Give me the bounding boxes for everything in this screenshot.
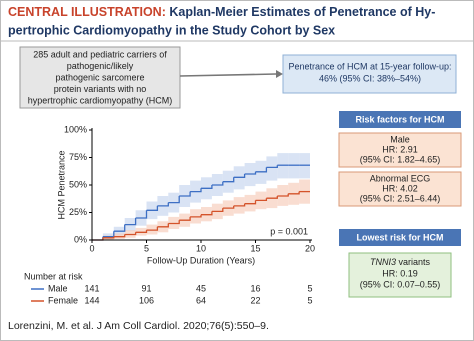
km-step [157, 223, 169, 228]
cohort-text: 285 adult and pediatric carriers of [33, 49, 167, 59]
km-step [288, 191, 300, 195]
risk-box [338, 171, 462, 207]
at-risk-value: 64 [196, 295, 206, 305]
y-axis-title: HCM Penetrance [56, 150, 66, 219]
at-risk-value: 144 [84, 295, 99, 305]
km-step [266, 196, 278, 199]
lowest-header [339, 229, 461, 246]
lowest-hr: HR: 0.19 [382, 268, 418, 278]
x-tick-label: 15 [250, 243, 260, 253]
at-risk-value: 91 [141, 283, 151, 293]
cohort-text: pathogenic sarcomere [55, 72, 144, 82]
km-step [255, 198, 268, 202]
ci-band [266, 156, 278, 181]
citation: Lorenzini, M. et al. J Am Coll Cardiol. … [8, 320, 269, 332]
arrow [179, 73, 277, 77]
km-step [168, 196, 180, 204]
risk-box [338, 132, 462, 168]
km-step [244, 200, 257, 205]
km-step [168, 220, 180, 225]
x-tick-label: 10 [196, 243, 206, 253]
risk-name: Abnormal ECG [370, 173, 431, 183]
risk-hr: HR: 2.91 [382, 144, 418, 154]
km-step [277, 193, 289, 197]
km-step [190, 188, 202, 193]
header-label: CENTRAL ILLUSTRATION: Kaplan-Meier Estim… [8, 5, 435, 19]
penetrance-box [282, 54, 457, 94]
km-step [113, 234, 126, 238]
cohort-box [19, 46, 181, 109]
km-step [233, 174, 246, 178]
x-tick-label: 0 [89, 243, 94, 253]
km-step [146, 205, 159, 211]
risk-name: Male [390, 134, 410, 144]
y-tick-label: 0% [74, 234, 87, 244]
variant-label: variants [399, 257, 431, 267]
at-risk-value: 22 [250, 295, 260, 305]
risk-ci: (95% CI: 1.82–4.65) [360, 154, 441, 164]
at-risk-value: 16 [250, 283, 260, 293]
km-step [233, 203, 246, 207]
km-step [179, 191, 191, 197]
at-risk-value: 5 [307, 283, 312, 293]
km-step [266, 165, 278, 169]
y-tick-label: 100% [64, 124, 87, 134]
km-step [222, 205, 235, 209]
lowest-box [348, 252, 452, 298]
km-step [211, 181, 224, 186]
y-tick-label: 50% [69, 179, 87, 189]
header-title: pertrophic Cardiomyopathy in the Study C… [8, 23, 335, 37]
annotation: p = 0.001 [270, 226, 308, 236]
km-step [255, 167, 268, 173]
km-step [113, 224, 126, 232]
x-axis-title: Follow-Up Duration (Years) [147, 255, 255, 265]
km-step [179, 216, 191, 221]
km-step [222, 177, 235, 183]
risk-ci: (95% CI: 2.51–6.44) [360, 193, 441, 203]
at-risk-value: 5 [307, 295, 312, 305]
risk-table-title: Number at risk [24, 271, 83, 281]
risk-header [339, 111, 461, 128]
lowest-title: Lowest risk for HCM [356, 232, 443, 242]
km-step [124, 232, 137, 236]
km-step [201, 211, 213, 216]
cohort-text: protein variants with no [54, 84, 147, 94]
km-step [157, 202, 169, 207]
km-step [211, 208, 224, 213]
km-step [135, 210, 148, 219]
at-risk-value: 45 [196, 283, 206, 293]
lowest-ci: (95% CI: 0.07–0.55) [360, 279, 441, 289]
at-risk-value: 141 [84, 283, 99, 293]
penetrance-text: Penetrance of HCM at 15-year follow-up: [288, 61, 451, 71]
x-tick-label: 20 [305, 243, 315, 253]
km-step [135, 230, 148, 233]
km-step [201, 185, 213, 189]
legend-label: Female [48, 295, 78, 305]
km-step [190, 214, 202, 218]
km-step [146, 226, 159, 231]
at-risk-value: 106 [139, 295, 154, 305]
risk-title: Risk factors for HCM [355, 114, 444, 124]
x-tick-label: 5 [144, 243, 149, 253]
y-tick-label: 75% [69, 152, 87, 162]
gene: TNNI3 [370, 257, 396, 267]
cohort-text: hypertrophic cardiomyopathy (HCM) [28, 95, 173, 105]
km-step [124, 218, 137, 226]
penetrance-text: 46% (95% CI: 38%–54%) [319, 73, 421, 83]
risk-hr: HR: 4.02 [382, 183, 418, 193]
cohort-text: pathogenic/likely [67, 61, 134, 71]
header-label-text: CENTRAL ILLUSTRATION: [8, 5, 166, 19]
km-step [244, 171, 257, 175]
header-title: Kaplan-Meier Estimates of Penetrance of … [169, 5, 435, 19]
arrow-head [276, 70, 283, 78]
lowest-name: TNNI3 variants [370, 257, 431, 267]
legend-label: Male [48, 283, 68, 293]
y-tick-label: 25% [69, 207, 87, 217]
